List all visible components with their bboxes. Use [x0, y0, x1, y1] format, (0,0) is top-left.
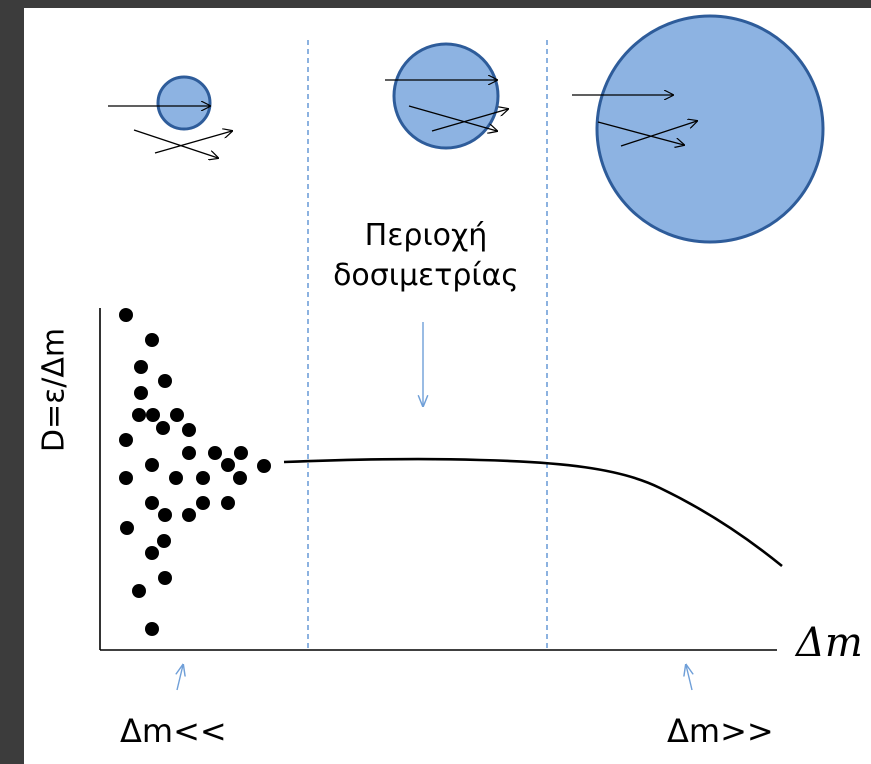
- scatter-point: [221, 496, 235, 510]
- scatter-point: [234, 446, 248, 460]
- large-mass-label: Δm>>: [667, 712, 774, 750]
- scatter-point: [119, 308, 133, 322]
- scatter-point: [132, 584, 146, 598]
- scatter-point: [257, 459, 271, 473]
- dosimetry-region-label-line2: δοσιμετρίας: [333, 258, 519, 293]
- scatter-point: [221, 458, 235, 472]
- scatter-point: [157, 534, 171, 548]
- small-sphere: [156, 75, 212, 131]
- particle-track-arrow: [597, 121, 684, 145]
- dose-curve: [283, 457, 783, 568]
- scatter-point: [134, 360, 148, 374]
- scatter-point: [132, 408, 146, 422]
- dosimetry-region-label: Περιοχή δοσιμετρίας: [326, 216, 526, 296]
- scatter-point: [134, 386, 148, 400]
- small-mass-pointer-arrow: [177, 665, 183, 691]
- dosimetry-region-label-line1: Περιοχή: [364, 218, 488, 253]
- scatter-point: [145, 458, 159, 472]
- scatter-point: [119, 433, 133, 447]
- scatter-point: [145, 496, 159, 510]
- scatter-point: [233, 471, 247, 485]
- scatter-point: [158, 508, 172, 522]
- scatter-point: [208, 446, 222, 460]
- medium-sphere: [392, 42, 500, 150]
- x-axis-label: Δm: [796, 620, 863, 666]
- scatter-point: [182, 446, 196, 460]
- particle-track-arrow: [620, 121, 697, 147]
- scatter-point: [145, 622, 159, 636]
- particle-track-arrow: [154, 131, 232, 154]
- scatter-point: [182, 508, 196, 522]
- scatter-point: [158, 374, 172, 388]
- scatter-point: [158, 571, 172, 585]
- scatter-point: [169, 471, 183, 485]
- particle-track-arrow: [133, 129, 218, 158]
- scatter-point: [182, 423, 196, 437]
- large-mass-pointer-arrow: [686, 665, 692, 691]
- scatter-point: [156, 421, 170, 435]
- scatter-point: [120, 521, 134, 535]
- y-axis-label: D=ε/Δm: [36, 327, 72, 453]
- particle-track-arrow: [408, 105, 497, 131]
- scatter-point: [170, 408, 184, 422]
- scatter-point: [146, 408, 160, 422]
- scatter-point: [196, 496, 210, 510]
- particle-track-arrow: [431, 109, 508, 132]
- scatter-points: [119, 308, 271, 636]
- scatter-point: [196, 471, 210, 485]
- scatter-point: [119, 471, 133, 485]
- scatter-point: [145, 546, 159, 560]
- large-sphere: [595, 14, 825, 244]
- scatter-point: [145, 333, 159, 347]
- small-mass-label: Δm<<: [120, 712, 227, 750]
